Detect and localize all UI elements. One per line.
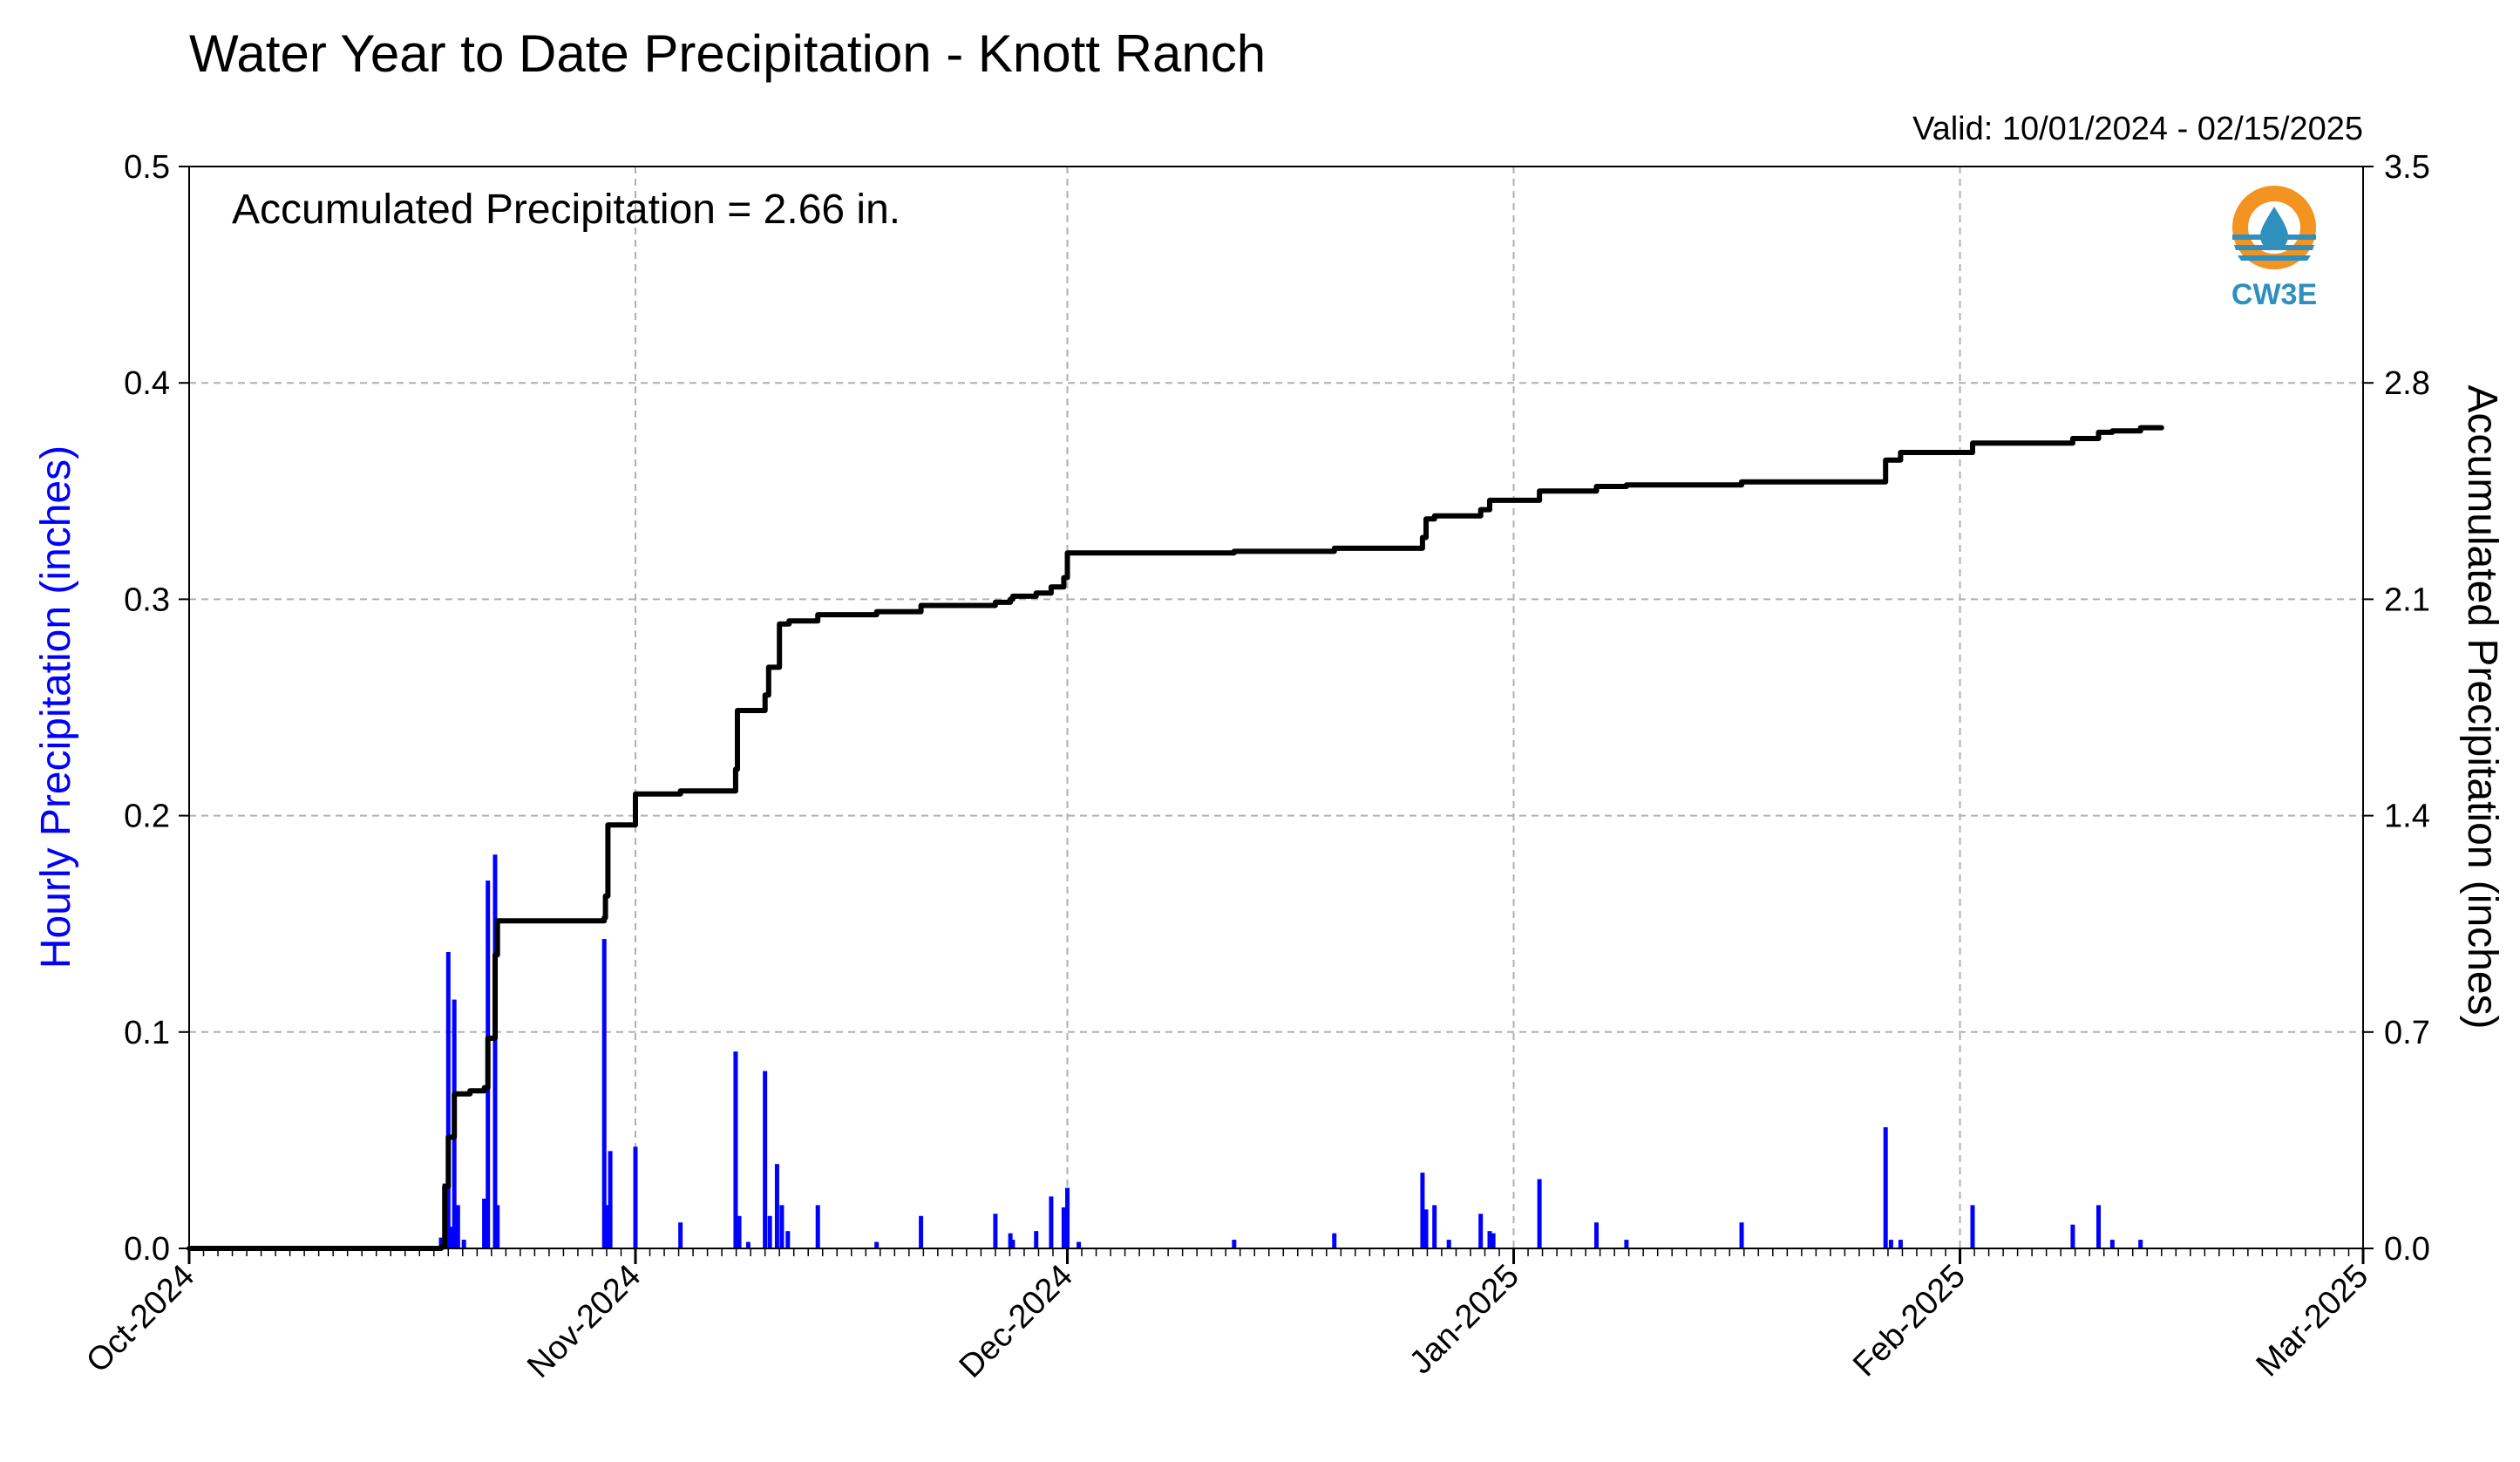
y-axis-left-label: Hourly Precipitation (inches) [33,445,79,969]
x-tick-label: Oct-2024 [79,1258,201,1380]
hourly-bar [737,1215,742,1248]
y-left-tick-label: 0.0 [124,1231,170,1268]
hourly-bar [1332,1233,1337,1248]
hourly-bar [1065,1187,1070,1248]
hourly-bar [1593,1222,1599,1248]
hourly-bar [1010,1240,1015,1248]
hourly-bar [763,1071,768,1248]
hourly-bar [1232,1240,1237,1248]
x-tick-label: Feb-2025 [1846,1258,1973,1384]
y-left-tick-label: 0.2 [124,799,170,835]
y-right-tick-label: 1.4 [2384,799,2430,835]
hourly-bar [482,1198,487,1248]
hourly-bar [1049,1196,1054,1248]
hourly-bar [1883,1127,1888,1248]
hourly-bar [779,1205,785,1248]
logo-waves-icon [2232,235,2316,261]
x-tick-label: Nov-2024 [520,1258,648,1385]
hourly-bar [2070,1224,2075,1248]
hourly-bar [1487,1231,1492,1248]
hourly-bar [1624,1240,1629,1248]
cw3e-logo: CW3E [2231,186,2317,311]
hourly-bar [2109,1240,2115,1248]
hourly-bar [1898,1240,1903,1248]
y-left-tick-label: 0.5 [124,149,170,186]
chart-title: Water Year to Date Precipitation - Knott… [189,24,1266,83]
hourly-precipitation-bars [438,854,2143,1248]
hourly-bar [1423,1209,1429,1248]
y-right-tick-label: 2.8 [2384,365,2430,402]
hourly-bar [733,1051,738,1248]
y-right-tick-label: 0.0 [2384,1231,2430,1268]
hourly-bar [1537,1179,1542,1248]
grid-lines [189,167,2363,1248]
hourly-bar [1478,1214,1484,1248]
hourly-bar [461,1240,466,1248]
y-left-tick-label: 0.1 [124,1015,170,1051]
hourly-bar [774,1164,779,1248]
hourly-bar [492,854,498,1248]
y-axis-right-label: Accumulated Precipitation (inches) [2459,384,2505,1029]
y-right-tick-label: 3.5 [2384,149,2430,186]
hourly-bar [745,1241,751,1248]
hourly-bar [1446,1240,1451,1248]
y-left-tick-label: 0.4 [124,365,170,402]
y-right-tick-label: 0.7 [2384,1015,2430,1051]
hourly-bar [608,1151,613,1248]
hourly-bar [449,1227,454,1248]
hourly-bar [1739,1222,1744,1248]
hourly-bar [874,1241,880,1248]
hourly-bar [2096,1205,2102,1248]
accumulated-annotation: Accumulated Precipitation = 2.66 in. [232,187,900,233]
chart-subtitle: Valid: 10/01/2024 - 02/15/2025 [1912,111,2363,147]
hourly-bar [919,1215,924,1248]
hourly-bar [438,1237,444,1248]
hourly-bar [2138,1240,2143,1248]
hourly-bar [767,1215,772,1248]
hourly-bar [1034,1231,1039,1248]
x-tick-label: Dec-2024 [953,1258,1080,1385]
accumulated-precipitation-line-group [187,425,2164,1251]
plot-area-frame [188,166,2364,1249]
y-right-tick-label: 2.1 [2384,581,2430,618]
hourly-bar [1888,1240,1893,1248]
hourly-bar [445,951,451,1248]
hourly-bar [495,1205,500,1248]
hourly-bar [1420,1173,1425,1248]
logo-text: CW3E [2231,278,2317,311]
axis-ticks: 0.0 0.1 0.2 0.3 0.4 0.5 0.0 0.7 1.4 2.1 2.8 3.5 Oct-… [79,149,2430,1385]
x-tick-label: Jan-2025 [1403,1258,1526,1382]
hourly-bar [455,1205,460,1248]
hourly-bar [993,1214,998,1248]
hourly-bar [815,1205,820,1248]
hourly-bar [1432,1205,1437,1248]
hourly-bar [1077,1241,1082,1248]
y-left-tick-label: 0.3 [124,581,170,618]
x-tick-label: Mar-2025 [2250,1258,2376,1384]
hourly-bar [601,939,607,1248]
hourly-bar [633,1146,638,1248]
hourly-bar [605,1205,610,1248]
hourly-bar [678,1222,683,1248]
hourly-bar [1008,1233,1013,1248]
hourly-bar [785,1231,791,1248]
hourly-bar [1491,1233,1496,1248]
hourly-bar [1061,1207,1066,1248]
hourly-bar [1970,1205,1975,1248]
accumulated-precipitation-line [187,425,2164,1251]
